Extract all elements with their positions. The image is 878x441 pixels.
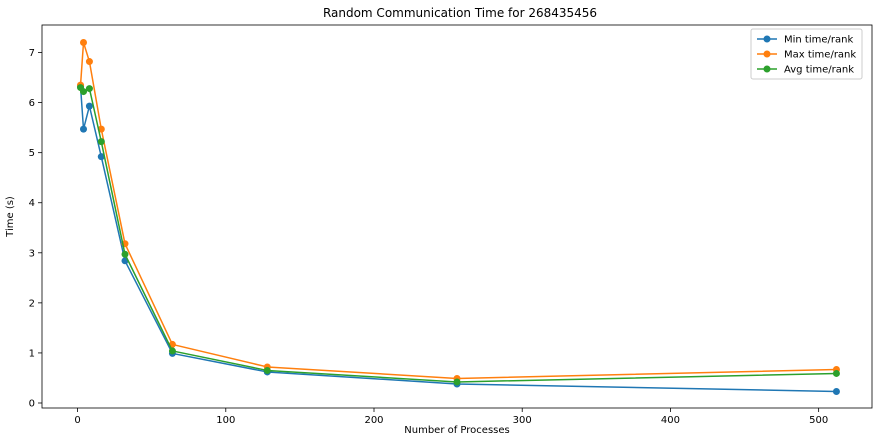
legend: Min time/rank Max time/rank Avg time/rank — [750, 28, 863, 80]
plot-frame — [41, 24, 873, 409]
y-tick-label: 3 — [29, 248, 35, 259]
data-point — [80, 39, 87, 47]
legend-box — [750, 28, 863, 80]
data-point — [85, 102, 93, 110]
y-tick-label: 7 — [29, 48, 35, 59]
data-point — [85, 85, 93, 93]
data-point — [453, 378, 461, 386]
legend-marker — [763, 35, 771, 43]
data-point — [168, 347, 176, 355]
legend-marker — [763, 50, 771, 58]
y-tick-label: 4 — [29, 198, 35, 209]
series-group — [77, 39, 840, 382]
x-tick-label: 500 — [809, 415, 828, 426]
data-point — [97, 138, 105, 146]
legend-marker — [763, 65, 771, 73]
y-tick-label: 2 — [29, 298, 35, 309]
x-axis: 0 100 200 300 400 500 — [74, 408, 828, 426]
plot-area — [77, 39, 840, 395]
x-axis-title: Number of Processes — [404, 425, 509, 436]
x-tick-label: 300 — [513, 415, 532, 426]
y-tick-label: 0 — [29, 398, 35, 409]
y-tick-label: 5 — [29, 148, 35, 159]
chart-title: Random Communication Time for 268435456 — [323, 6, 597, 20]
y-axis-title: Time (s) — [5, 196, 16, 238]
x-tick-label: 100 — [216, 415, 235, 426]
x-tick-label: 200 — [364, 415, 383, 426]
y-tick-label: 6 — [29, 98, 35, 109]
y-axis: 0 1 2 3 4 5 6 7 — [29, 48, 42, 409]
data-point — [832, 387, 840, 395]
data-point — [263, 366, 271, 374]
x-tick-label: 0 — [74, 415, 80, 426]
series-group — [77, 84, 840, 386]
data-point — [121, 250, 129, 258]
data-point — [97, 153, 105, 161]
x-tick-label: 400 — [661, 415, 680, 426]
data-point — [80, 88, 87, 96]
legend-label: Min time/rank — [784, 35, 853, 46]
data-point — [80, 125, 87, 133]
legend-label: Max time/rank — [784, 50, 856, 61]
data-point — [832, 369, 840, 377]
data-point — [85, 58, 93, 66]
y-tick-label: 1 — [29, 348, 35, 359]
legend-label: Avg time/rank — [784, 65, 854, 76]
